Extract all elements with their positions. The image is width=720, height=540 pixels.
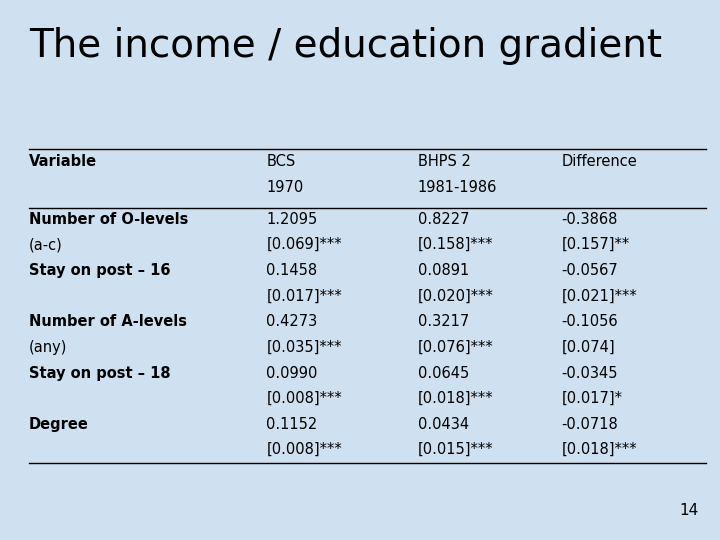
Text: [0.158]***: [0.158]*** — [418, 237, 493, 252]
Text: -0.0345: -0.0345 — [562, 366, 618, 381]
Text: 0.0990: 0.0990 — [266, 366, 318, 381]
Text: Number of O-levels: Number of O-levels — [29, 212, 188, 227]
Text: BCS: BCS — [266, 154, 296, 169]
Text: Difference: Difference — [562, 154, 637, 169]
Text: [0.076]***: [0.076]*** — [418, 340, 493, 355]
Text: [0.069]***: [0.069]*** — [266, 237, 342, 252]
Text: 0.3217: 0.3217 — [418, 314, 469, 329]
Text: 0.0434: 0.0434 — [418, 417, 469, 432]
Text: [0.020]***: [0.020]*** — [418, 288, 493, 303]
Text: [0.015]***: [0.015]*** — [418, 442, 493, 457]
Text: -0.1056: -0.1056 — [562, 314, 618, 329]
Text: (any): (any) — [29, 340, 67, 355]
Text: Variable: Variable — [29, 154, 97, 169]
Text: [0.008]***: [0.008]*** — [266, 391, 342, 406]
Text: Stay on post – 16: Stay on post – 16 — [29, 263, 171, 278]
Text: [0.018]***: [0.018]*** — [418, 391, 493, 406]
Text: Degree: Degree — [29, 417, 89, 432]
Text: -0.0718: -0.0718 — [562, 417, 618, 432]
Text: BHPS 2: BHPS 2 — [418, 154, 470, 169]
Text: The income / education gradient: The income / education gradient — [29, 27, 662, 65]
Text: [0.035]***: [0.035]*** — [266, 340, 342, 355]
Text: 1.2095: 1.2095 — [266, 212, 318, 227]
Text: 0.8227: 0.8227 — [418, 212, 469, 227]
Text: -0.3868: -0.3868 — [562, 212, 618, 227]
Text: [0.017]*: [0.017]* — [562, 391, 623, 406]
Text: [0.018]***: [0.018]*** — [562, 442, 637, 457]
Text: 0.0891: 0.0891 — [418, 263, 469, 278]
Text: 0.1152: 0.1152 — [266, 417, 318, 432]
Text: [0.008]***: [0.008]*** — [266, 442, 342, 457]
Text: [0.074]: [0.074] — [562, 340, 615, 355]
Text: [0.157]**: [0.157]** — [562, 237, 630, 252]
Text: 0.4273: 0.4273 — [266, 314, 318, 329]
Text: (a-c): (a-c) — [29, 237, 63, 252]
Text: 0.1458: 0.1458 — [266, 263, 318, 278]
Text: -0.0567: -0.0567 — [562, 263, 618, 278]
Text: [0.017]***: [0.017]*** — [266, 288, 342, 303]
Text: 0.0645: 0.0645 — [418, 366, 469, 381]
Text: Stay on post – 18: Stay on post – 18 — [29, 366, 171, 381]
Text: 1981-1986: 1981-1986 — [418, 180, 497, 195]
Text: [0.021]***: [0.021]*** — [562, 288, 637, 303]
Text: 1970: 1970 — [266, 180, 304, 195]
Text: Number of A-levels: Number of A-levels — [29, 314, 186, 329]
Text: 14: 14 — [679, 503, 698, 518]
